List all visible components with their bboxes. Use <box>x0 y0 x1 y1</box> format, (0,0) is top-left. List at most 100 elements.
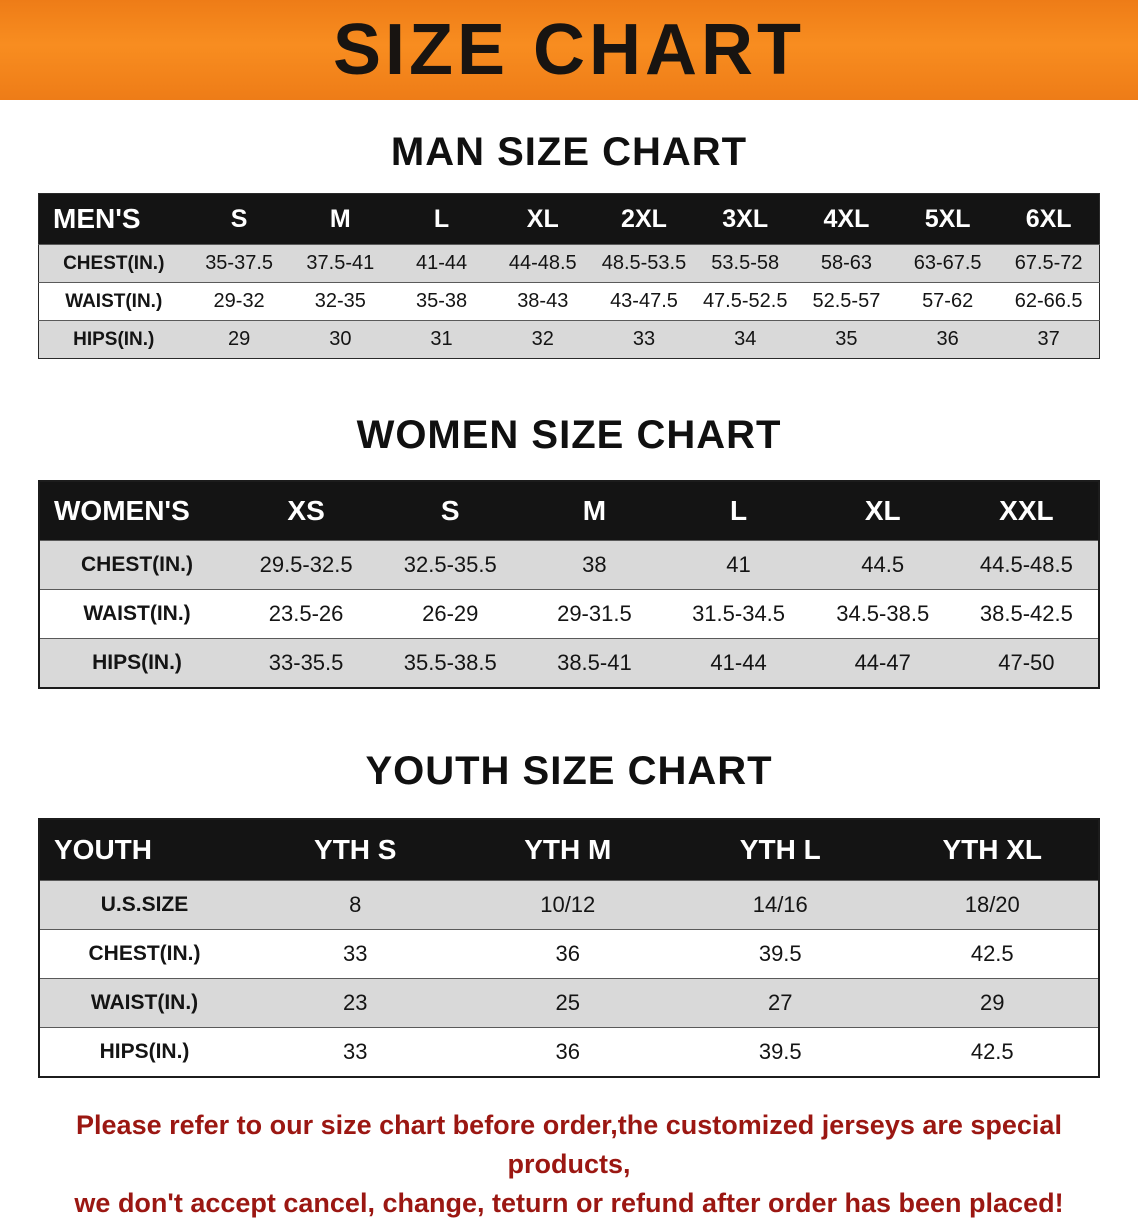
size-value-cell: 35-38 <box>415 290 468 312</box>
size-value-cell: 42.5 <box>970 941 1014 966</box>
size-column-header: S <box>378 481 523 541</box>
size-value-cell: 37 <box>1037 328 1060 350</box>
size-value-cell: 23 <box>343 990 368 1015</box>
size-value-cell: 18/20 <box>964 892 1020 917</box>
size-value-cell: 44.5-48.5 <box>979 552 1073 577</box>
size-value-cell: 29.5-32.5 <box>259 552 353 577</box>
women-size-table: WOMEN'S XS S M L XL XXL CHEST(IN.) 29.5-32.5 32.5… <box>38 480 1100 689</box>
size-value-cell: 29-32 <box>213 290 265 312</box>
size-column-header: XL <box>810 481 955 541</box>
size-value-cell: 38.5-42.5 <box>979 601 1073 626</box>
size-value-cell: 35-37.5 <box>205 252 274 274</box>
size-column-header: 2XL <box>593 193 695 245</box>
size-value-cell: 31.5-34.5 <box>692 601 786 626</box>
youth-size-chart-section: YOUTH SIZE CHART YOUTH YTH S YTH M YTH L YTH… <box>0 749 1138 1078</box>
size-value-cell: 27 <box>768 990 793 1015</box>
table-corner-label: WOMEN'S <box>39 481 234 541</box>
size-column-header: YTH L <box>674 819 887 881</box>
size-value-cell: 39.5 <box>758 941 802 966</box>
size-value-cell: 33 <box>343 941 368 966</box>
size-value-cell: 44.5 <box>861 552 905 577</box>
size-column-header: XXL <box>954 481 1099 541</box>
size-column-header: YTH XL <box>886 819 1099 881</box>
size-value-cell: 33 <box>632 328 656 350</box>
size-column-header: YTH M <box>461 819 674 881</box>
table-corner-label: YOUTH <box>39 819 249 881</box>
row-label: WAIST(IN.) <box>83 602 191 625</box>
size-value-cell: 32-35 <box>314 290 366 312</box>
size-column-header: M <box>522 481 667 541</box>
size-value-cell: 25 <box>555 990 580 1015</box>
women-size-chart-title: WOMEN SIZE CHART <box>356 413 782 457</box>
row-label: CHEST(IN.) <box>81 553 193 576</box>
row-label: CHEST(IN.) <box>88 942 201 965</box>
size-column-header: 6XL <box>998 193 1100 245</box>
size-value-cell: 52.5-57 <box>812 290 881 312</box>
size-value-cell: 44-48.5 <box>508 252 577 274</box>
size-value-cell: 53.5-58 <box>711 252 780 274</box>
size-value-cell: 10/12 <box>540 892 596 917</box>
table-row: CHEST(IN.) 33 36 39.5 42.5 <box>39 929 1099 979</box>
size-value-cell: 29 <box>227 328 251 350</box>
size-value-cell: 41-44 <box>710 650 767 675</box>
row-label: U.S.SIZE <box>100 893 189 916</box>
size-chart-banner-title: SIZE CHART <box>333 10 805 90</box>
man-size-chart-title: MAN SIZE CHART <box>390 130 748 174</box>
size-value-cell: 38 <box>582 552 607 577</box>
size-value-cell: 35.5-38.5 <box>403 650 497 675</box>
youth-size-table: YOUTH YTH S YTH M YTH L YTH XL U.S.SIZE 8 10/12… <box>38 818 1100 1078</box>
size-column-header: L <box>666 481 811 541</box>
table-corner-label: MEN'S <box>38 193 189 245</box>
size-value-cell: 41-44 <box>415 252 468 274</box>
man-size-chart-section: MAN SIZE CHART MEN'S S M L XL 2XL 3XL 4XL 5XL 6XL… <box>0 130 1138 359</box>
size-value-cell: 38.5-41 <box>557 650 632 675</box>
table-row: WAIST(IN.) 23 25 27 29 <box>39 978 1099 1028</box>
size-value-cell: 35 <box>835 328 858 350</box>
disclaimer-note: Please refer to our size chart before or… <box>19 1106 1119 1223</box>
size-value-cell: 47-50 <box>998 650 1055 675</box>
size-column-header: YTH S <box>249 819 462 881</box>
table-row: WAIST(IN.) 29-32 32-35 35-38 38-43 43-47.5 47.… <box>38 282 1100 321</box>
table-header-row: YOUTH YTH S YTH M YTH L YTH XL <box>39 819 1099 881</box>
table-header-row: WOMEN'S XS S M L XL XXL <box>39 481 1099 541</box>
size-value-cell: 44-47 <box>854 650 911 675</box>
size-value-cell: 36 <box>555 1039 580 1064</box>
size-chart-banner: SIZE CHART <box>0 0 1138 100</box>
disclaimer-line-2: we don't accept cancel, change, teturn o… <box>74 1188 1064 1219</box>
size-column-header: 3XL <box>694 193 796 245</box>
size-value-cell: 34 <box>734 328 757 350</box>
size-value-cell: 62-66.5 <box>1014 290 1083 312</box>
size-value-cell: 26-29 <box>422 601 479 626</box>
table-row: CHEST(IN.) 35-37.5 37.5-41 41-44 44-48.5 48.5… <box>38 244 1100 283</box>
size-value-cell: 42.5 <box>970 1039 1014 1064</box>
table-row: U.S.SIZE 8 10/12 14/16 18/20 <box>39 880 1099 930</box>
size-value-cell: 29 <box>980 990 1005 1015</box>
row-label: HIPS(IN.) <box>73 328 155 350</box>
size-column-header: L <box>390 193 493 245</box>
size-value-cell: 31 <box>430 328 453 350</box>
size-value-cell: 29-31.5 <box>557 601 632 626</box>
size-column-header: XL <box>492 193 594 245</box>
row-label: CHEST(IN.) <box>63 252 165 274</box>
size-column-header: M <box>289 193 391 245</box>
man-size-table: MEN'S S M L XL 2XL 3XL 4XL 5XL 6XL CHEST(IN.) 35-37… <box>38 193 1100 359</box>
size-value-cell: 58-63 <box>820 252 872 274</box>
size-value-cell: 14/16 <box>752 892 808 917</box>
table-row: WAIST(IN.) 23.5-26 26-29 29-31.5 31.5-34.5 34… <box>39 589 1099 639</box>
size-value-cell: 57-62 <box>922 290 974 312</box>
table-row: HIPS(IN.) 29 30 31 32 33 34 35 36 37 <box>38 320 1100 359</box>
size-value-cell: 8 <box>349 892 362 917</box>
youth-size-chart-title: YOUTH SIZE CHART <box>365 749 773 793</box>
size-column-header: 4XL <box>795 193 898 245</box>
size-value-cell: 33-35.5 <box>268 650 344 675</box>
row-label: WAIST(IN.) <box>90 991 199 1014</box>
size-value-cell: 37.5-41 <box>306 252 375 274</box>
size-column-header: 5XL <box>897 193 999 245</box>
size-value-cell: 47.5-52.5 <box>702 290 788 312</box>
disclaimer-line-1: Please refer to our size chart before or… <box>76 1110 1062 1180</box>
size-value-cell: 43-47.5 <box>610 290 678 312</box>
size-value-cell: 39.5 <box>758 1039 802 1064</box>
table-row: CHEST(IN.) 29.5-32.5 32.5-35.5 38 41 44.5 44.5… <box>39 540 1099 590</box>
size-value-cell: 48.5-53.5 <box>601 252 687 274</box>
